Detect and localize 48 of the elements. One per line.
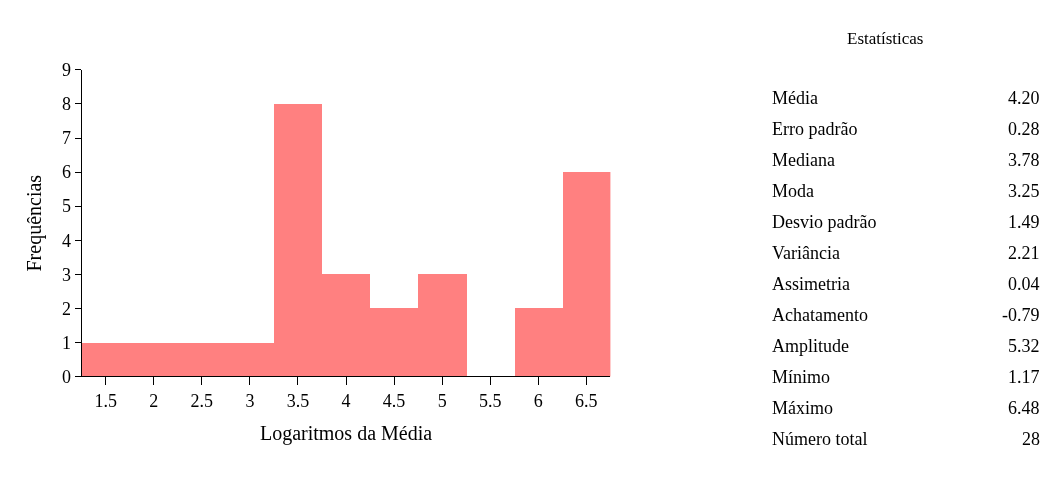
- text: Mínimo: [772, 367, 831, 387]
- x-tick-label: 4: [341, 391, 351, 412]
- y-tick-label: 6: [62, 162, 72, 183]
- text: Máximo: [772, 398, 833, 418]
- y-tick-label: 2: [62, 298, 72, 319]
- x-axis-title: Logaritmos da Média: [259, 421, 433, 445]
- y-tick-label: 3: [62, 264, 72, 285]
- y-tick-label: 5: [62, 196, 72, 217]
- text: Amplitude: [772, 336, 849, 356]
- text: 0.04: [1008, 274, 1040, 294]
- x-tick-label: 2: [149, 391, 159, 412]
- y-tick-label: 7: [62, 128, 72, 149]
- x-tick-label: 3: [245, 391, 255, 412]
- y-tick-label: 9: [62, 60, 72, 81]
- x-tick-label: 4.5: [382, 391, 406, 412]
- x-tick-label: 6.5: [575, 391, 598, 412]
- text: 4.20: [1008, 88, 1040, 108]
- y-tick-label: 0: [62, 366, 72, 387]
- x-tick-label: 6: [533, 391, 543, 412]
- text: Variância: [772, 243, 840, 263]
- y-tick-label: 4: [62, 230, 72, 251]
- x-tick-label: 5.5: [478, 391, 502, 412]
- text: Moda: [772, 181, 814, 201]
- text: 0.28: [1008, 119, 1040, 139]
- text: 6.48: [1008, 398, 1040, 418]
- text: 3.25: [1008, 181, 1040, 201]
- text: Desvio padrão: [772, 212, 877, 232]
- text: 1.17: [1008, 367, 1040, 387]
- text: 2.21: [1008, 243, 1040, 263]
- text: Número total: [772, 429, 868, 449]
- text: Mediana: [772, 150, 835, 170]
- text: 5.32: [1008, 336, 1040, 356]
- text: Estatísticas: [847, 29, 924, 48]
- y-tick-label: 1: [62, 332, 72, 353]
- x-tick-label: 5: [437, 391, 447, 412]
- text: Achatamento: [772, 305, 868, 325]
- y-axis-title: Frequências: [22, 174, 46, 272]
- y-tick-label: 8: [62, 94, 72, 115]
- x-tick-label: 1.5: [94, 391, 117, 412]
- text: Média: [772, 88, 818, 108]
- text: 1.49: [1008, 212, 1040, 232]
- text: -0.79: [1002, 305, 1040, 325]
- x-tick-label: 2.5: [190, 391, 214, 412]
- x-tick-label: 3.5: [286, 391, 310, 412]
- text: Erro padrão: [772, 119, 858, 139]
- text: 3.78: [1008, 150, 1040, 170]
- text: Assimetria: [772, 274, 850, 294]
- text: 28: [1022, 429, 1040, 449]
